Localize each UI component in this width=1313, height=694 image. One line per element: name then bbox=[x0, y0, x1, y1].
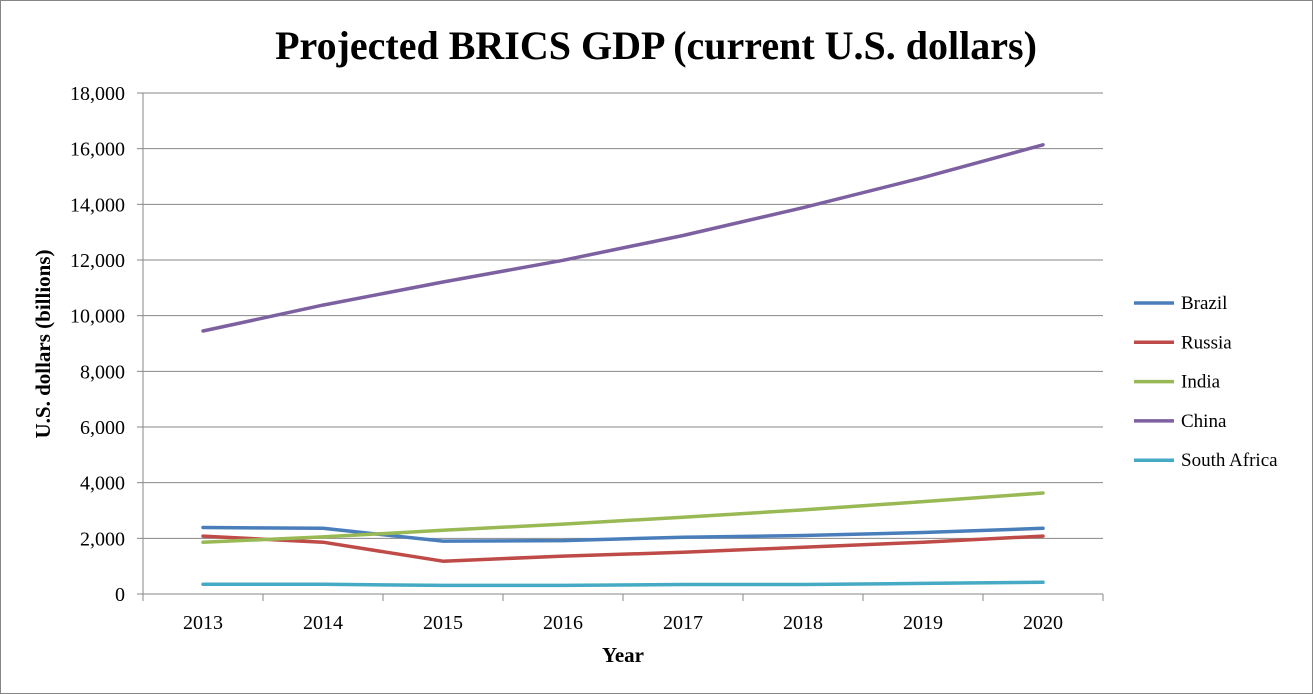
y-tick-label: 4,000 bbox=[80, 473, 125, 495]
x-tick-label: 2019 bbox=[903, 612, 943, 634]
y-tick-label: 12,000 bbox=[70, 250, 125, 272]
chart-title: Projected BRICS GDP (current U.S. dollar… bbox=[275, 23, 1037, 68]
x-tick-label: 2020 bbox=[1023, 612, 1063, 634]
legend-label-brazil: Brazil bbox=[1181, 293, 1227, 314]
y-tick-label: 0 bbox=[115, 584, 125, 606]
x-tick-label: 2016 bbox=[543, 612, 583, 634]
y-axis-tick-labels: 0 2,000 4,000 6,000 8,000 10,000 12,000 14,000 1… bbox=[70, 83, 125, 606]
series-line-brazil bbox=[201, 525, 1045, 543]
series-line-india bbox=[201, 491, 1045, 544]
y-tick-label: 2,000 bbox=[80, 528, 125, 550]
x-tick-label: 2015 bbox=[423, 612, 463, 634]
y-tick-label: 18,000 bbox=[70, 83, 125, 105]
legend-label-russia: Russia bbox=[1181, 332, 1232, 353]
x-axis-tick-labels: 2013 2014 2015 2016 2017 2018 2019 2020 bbox=[183, 612, 1063, 634]
legend-label-china: China bbox=[1181, 411, 1227, 432]
x-tick-label: 2017 bbox=[663, 612, 703, 634]
y-tick-label: 6,000 bbox=[80, 417, 125, 439]
series-line-russia bbox=[201, 534, 1045, 563]
series-lines bbox=[201, 143, 1045, 588]
y-axis-label: U.S. dollars (billions) bbox=[31, 249, 55, 438]
x-tick-label: 2014 bbox=[303, 612, 343, 634]
legend-label-south-africa: South Africa bbox=[1181, 450, 1278, 471]
series-line-south-africa bbox=[201, 580, 1045, 588]
x-axis-label: Year bbox=[602, 643, 644, 667]
y-tick-label: 8,000 bbox=[80, 361, 125, 383]
axes bbox=[137, 92, 1104, 601]
y-tick-label: 10,000 bbox=[70, 306, 125, 328]
x-tick-label: 2018 bbox=[783, 612, 823, 634]
gridlines bbox=[143, 92, 1103, 539]
y-tick-label: 14,000 bbox=[70, 194, 125, 216]
legend: Brazil Russia India China South Africa bbox=[1134, 293, 1278, 471]
series-line-china bbox=[201, 143, 1045, 333]
y-tick-label: 16,000 bbox=[70, 139, 125, 161]
legend-label-india: India bbox=[1181, 372, 1221, 393]
x-tick-label: 2013 bbox=[183, 612, 223, 634]
